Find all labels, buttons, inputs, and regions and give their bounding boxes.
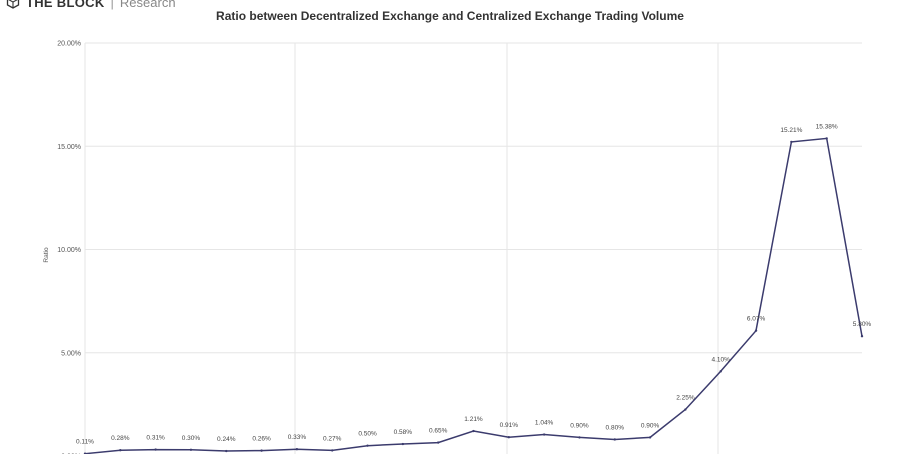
data-point <box>331 449 334 452</box>
data-label: 0.11% <box>76 439 94 446</box>
data-label: 5.80% <box>853 321 872 328</box>
data-label: 0.31% <box>146 435 165 442</box>
data-label: 0.33% <box>288 434 307 441</box>
data-label: 0.27% <box>323 435 342 442</box>
data-label: 0.91% <box>500 422 519 429</box>
data-label: 0.65% <box>429 428 448 435</box>
y-axis-label: Ratio <box>43 247 50 263</box>
data-point <box>189 448 193 452</box>
data-point <box>119 449 122 452</box>
brand-name: THE BLOCK <box>26 0 105 10</box>
data-point <box>260 449 263 452</box>
data-point <box>825 137 828 140</box>
data-point <box>790 140 793 144</box>
data-label: 0.24% <box>217 436 236 443</box>
series-line <box>84 137 863 454</box>
data-label: 4.10% <box>712 356 731 363</box>
data-point <box>578 436 581 439</box>
brand-subtitle: Research <box>119 0 176 10</box>
data-point <box>295 447 299 451</box>
data-point <box>401 442 405 446</box>
data-points <box>83 137 864 454</box>
data-label: 2.25% <box>676 395 695 402</box>
y-tick-label: 20.00% <box>57 41 81 48</box>
data-label: 15.38% <box>816 123 838 130</box>
data-label: 0.90% <box>641 422 660 429</box>
y-tick-label: 5.00% <box>61 350 81 357</box>
data-label: 15.21% <box>780 127 802 134</box>
data-point <box>366 444 369 447</box>
y-tick-label: 10.00% <box>57 247 81 254</box>
brand-separator: | <box>110 0 114 10</box>
data-labels: 0.11% 0.28% 0.31% 0.30% 0.24% 0.26% 0.33% 0.27%… <box>76 123 871 445</box>
data-point <box>436 441 440 444</box>
data-label: 0.50% <box>358 431 377 438</box>
data-point <box>860 335 864 338</box>
data-label: 0.90% <box>570 422 589 429</box>
brand: THE BLOCK | Research <box>6 0 176 10</box>
data-label: 0.28% <box>111 435 130 442</box>
data-point <box>225 449 228 453</box>
data-point <box>648 436 652 439</box>
data-point <box>154 448 157 451</box>
data-point <box>754 329 758 332</box>
chart-title: Ratio between Decentralized Exchange and… <box>216 9 684 23</box>
data-point <box>613 438 616 441</box>
data-label: 6.07% <box>747 316 766 323</box>
data-label: 0.26% <box>252 436 271 443</box>
data-label: 0.30% <box>182 435 201 442</box>
data-point <box>719 370 722 373</box>
data-point <box>542 433 546 436</box>
data-label: 1.21% <box>464 416 483 423</box>
data-point <box>472 429 475 433</box>
cube-icon <box>6 0 20 9</box>
data-label: 1.04% <box>535 420 554 427</box>
grid-lines <box>84 42 862 454</box>
y-axis-ticks: 0.00%5.00%10.00%15.00%20.00% <box>57 41 81 454</box>
data-label: 0.80% <box>606 424 625 431</box>
y-tick-label: 15.00% <box>57 144 81 151</box>
data-point <box>507 436 511 439</box>
data-label: 0.58% <box>394 429 413 436</box>
data-point <box>684 408 687 411</box>
